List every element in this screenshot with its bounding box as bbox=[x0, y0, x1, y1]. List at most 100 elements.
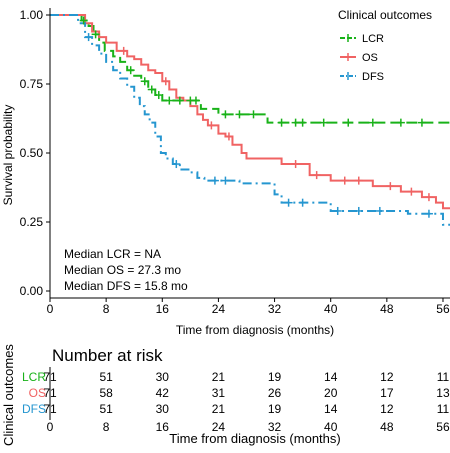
risk-cell-dfs: 19 bbox=[268, 402, 282, 416]
risk-cell-lcr: 21 bbox=[212, 370, 226, 384]
y-axis-ticks: 0.00 0.25 0.50 0.75 1.00 bbox=[20, 8, 50, 298]
legend-item-os: OS bbox=[340, 52, 378, 64]
lcr-censor-mark bbox=[298, 118, 307, 127]
risk-cell-os: 31 bbox=[212, 386, 226, 400]
os-censor-mark bbox=[340, 176, 349, 185]
y-tick-label: 0.00 bbox=[20, 284, 44, 298]
os-censor-mark bbox=[407, 187, 416, 196]
lcr-censor-mark bbox=[368, 118, 377, 127]
risk-cell-os: 20 bbox=[324, 386, 338, 400]
y-axis-label: Survival probability bbox=[1, 105, 15, 206]
lcr-censor-mark bbox=[417, 118, 426, 127]
risk-cell-dfs: 30 bbox=[156, 402, 170, 416]
risk-x-tick-label: 8 bbox=[103, 420, 110, 434]
x-tick-label: 56 bbox=[436, 302, 450, 316]
risk-cell-lcr: 51 bbox=[99, 370, 113, 384]
dfs-censor-mark bbox=[284, 198, 293, 207]
os-censor-mark bbox=[207, 121, 216, 130]
lcr-censor-mark bbox=[147, 85, 156, 94]
risk-cell-os: 26 bbox=[268, 386, 282, 400]
lcr-censor-mark bbox=[91, 30, 100, 39]
os-censor-mark bbox=[161, 77, 170, 86]
legend-item-dfs: DFS bbox=[340, 71, 384, 83]
risk-x-tick-label: 48 bbox=[380, 420, 394, 434]
risk-table-y-label: Clinical outcomes bbox=[1, 344, 16, 446]
x-tick-label: 48 bbox=[380, 302, 394, 316]
median-dfs-annotation: Median DFS = 15.8 mo bbox=[64, 279, 188, 293]
legend-title: Clinical outcomes bbox=[338, 8, 432, 22]
lcr-censor-mark bbox=[344, 118, 353, 127]
risk-cell-lcr: 30 bbox=[156, 370, 170, 384]
lcr-censor-mark bbox=[165, 96, 174, 105]
risk-cell-dfs: 51 bbox=[99, 402, 113, 416]
risk-cell-os: 42 bbox=[156, 386, 170, 400]
risk-x-tick-label: 56 bbox=[436, 420, 450, 434]
y-tick-label: 1.00 bbox=[20, 8, 44, 22]
os-censor-mark bbox=[224, 132, 233, 141]
risk-row-label-dfs: DFS bbox=[22, 402, 46, 416]
risk-cell-lcr: 11 bbox=[437, 370, 450, 384]
axis-lines bbox=[49, 8, 450, 299]
dfs-censor-mark bbox=[354, 206, 363, 215]
dfs-censor-mark bbox=[210, 176, 219, 185]
x-tick-label: 8 bbox=[103, 302, 110, 316]
risk-cell-lcr: 14 bbox=[324, 370, 338, 384]
x-tick-label: 24 bbox=[212, 302, 226, 316]
lcr-censor-mark bbox=[154, 91, 163, 100]
risk-cell-dfs: 14 bbox=[324, 402, 338, 416]
median-lcr-annotation: Median LCR = NA bbox=[64, 247, 161, 261]
risk-x-tick-label: 32 bbox=[268, 420, 282, 434]
lcr-censor-mark bbox=[79, 16, 88, 25]
os-censor-mark bbox=[119, 46, 128, 55]
x-tick-label: 32 bbox=[268, 302, 282, 316]
lcr-censor-mark bbox=[277, 118, 286, 127]
lcr-censor-mark bbox=[319, 118, 328, 127]
risk-row-label-lcr: LCR bbox=[22, 370, 46, 384]
median-os-annotation: Median OS = 27.3 mo bbox=[64, 263, 181, 277]
lcr-censor-mark bbox=[191, 96, 200, 105]
legend: Clinical outcomes LCR OS DFS bbox=[338, 8, 432, 83]
os-curve bbox=[50, 14, 450, 210]
y-tick-label: 0.50 bbox=[20, 146, 44, 160]
x-tick-label: 0 bbox=[47, 302, 54, 316]
risk-table-x-label: Time from diagnosis (months) bbox=[169, 431, 340, 446]
risk-cell-lcr: 19 bbox=[268, 370, 282, 384]
risk-x-tick-label: 0 bbox=[47, 420, 54, 434]
risk-table-title: Number at risk bbox=[52, 346, 163, 365]
dfs-censor-mark bbox=[84, 33, 93, 42]
risk-cell-dfs: 11 bbox=[437, 402, 450, 416]
survival-curves bbox=[50, 14, 450, 226]
risk-cell-dfs: 12 bbox=[380, 402, 394, 416]
risk-x-tick-label: 24 bbox=[212, 420, 226, 434]
lcr-censor-mark bbox=[235, 110, 244, 119]
lcr-curve bbox=[50, 14, 450, 124]
dfs-censor-mark bbox=[424, 209, 433, 218]
os-censor-mark bbox=[354, 176, 363, 185]
legend-label: LCR bbox=[362, 33, 384, 45]
risk-row-label-os: OS bbox=[29, 386, 46, 400]
legend-label: DFS bbox=[362, 71, 384, 83]
x-axis-ticks: 0 8 16 24 32 40 48 56 bbox=[47, 298, 450, 316]
lcr-censor-mark bbox=[396, 118, 405, 127]
risk-x-tick-label: 40 bbox=[324, 420, 338, 434]
lcr-censor-mark bbox=[140, 77, 149, 86]
risk-table-x-ticks: 0 8 16 24 32 40 48 56 bbox=[47, 420, 450, 434]
lcr-censor-mark bbox=[291, 118, 300, 127]
os-censor-mark bbox=[424, 193, 433, 202]
median-annotations: Median LCR = NA Median OS = 27.3 mo Medi… bbox=[64, 247, 188, 293]
lcr-censor-mark bbox=[221, 110, 230, 119]
lcr-censor-mark bbox=[126, 66, 135, 75]
risk-cell-os: 13 bbox=[436, 386, 450, 400]
y-tick-label: 0.75 bbox=[20, 77, 44, 91]
lcr-censor-mark bbox=[175, 96, 184, 105]
dfs-censor-mark bbox=[298, 198, 307, 207]
x-tick-label: 16 bbox=[156, 302, 170, 316]
os-censor-mark bbox=[312, 171, 321, 180]
y-tick-label: 0.25 bbox=[20, 215, 44, 229]
dfs-censor-mark bbox=[333, 206, 342, 215]
x-tick-label: 40 bbox=[324, 302, 338, 316]
risk-cell-dfs: 21 bbox=[212, 402, 226, 416]
os-censor-mark bbox=[291, 160, 300, 169]
